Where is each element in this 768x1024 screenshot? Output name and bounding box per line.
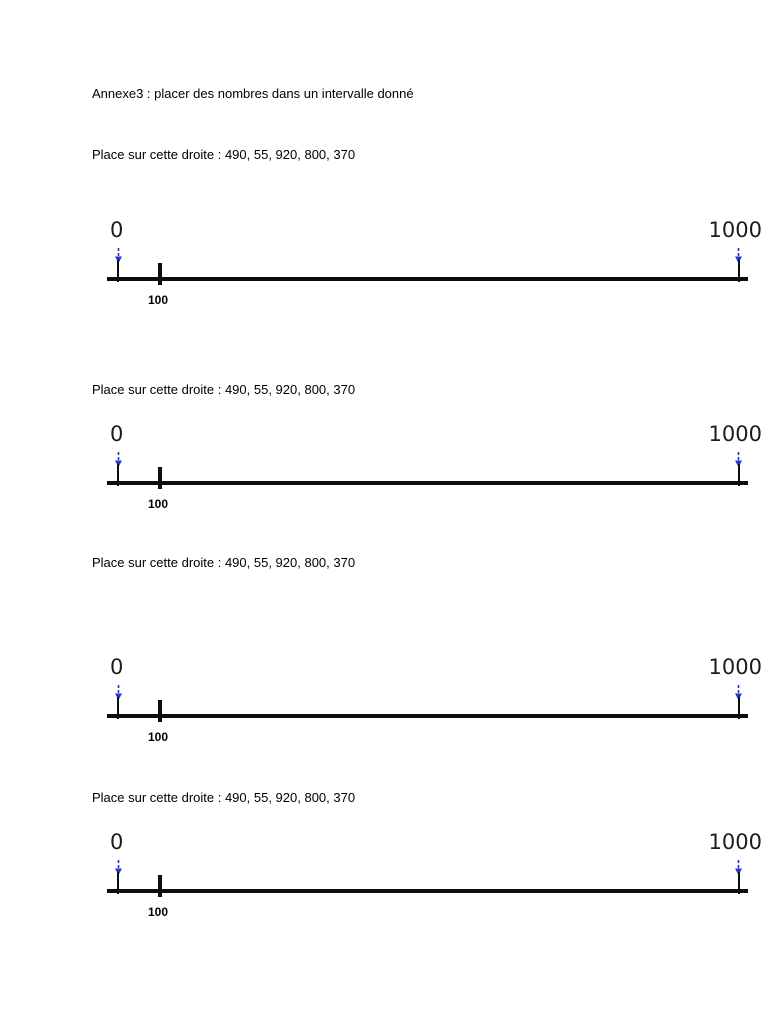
tick-thousand (738, 464, 740, 486)
tick-hundred (158, 700, 162, 722)
tick-zero (117, 697, 119, 719)
line-end-label: 1000 (708, 655, 762, 679)
down-arrow-icon (114, 247, 123, 264)
number-line-bar (107, 481, 748, 485)
tick-hundred (158, 875, 162, 897)
tick-label: 100 (148, 730, 169, 744)
number-line-3: 0 1000 100 (107, 655, 762, 751)
line-start-label: 0 (110, 218, 124, 242)
tick-zero (117, 464, 119, 486)
instruction-text-2: Place sur cette droite : 490, 55, 920, 8… (92, 382, 356, 397)
down-arrow-icon (114, 859, 123, 876)
number-line-2: 0 1000 100 (107, 422, 762, 518)
number-line-1: 0 1000 100 (107, 218, 762, 314)
down-arrow-icon (734, 684, 743, 701)
line-start-label: 0 (110, 655, 124, 679)
number-line-4: 0 1000 100 (107, 830, 762, 926)
tick-hundred (158, 467, 162, 489)
down-arrow-icon (734, 451, 743, 468)
page-title: Annexe3 : placer des nombres dans un int… (92, 86, 414, 101)
down-arrow-icon (734, 247, 743, 264)
number-line-bar (107, 714, 748, 718)
down-arrow-icon (114, 684, 123, 701)
tick-zero (117, 260, 119, 282)
number-line-bar (107, 277, 748, 281)
tick-hundred (158, 263, 162, 285)
tick-thousand (738, 697, 740, 719)
tick-thousand (738, 260, 740, 282)
number-line-bar (107, 889, 748, 893)
down-arrow-icon (734, 859, 743, 876)
tick-zero (117, 872, 119, 894)
line-end-label: 1000 (708, 422, 762, 446)
instruction-text-1: Place sur cette droite : 490, 55, 920, 8… (92, 147, 356, 162)
tick-thousand (738, 872, 740, 894)
tick-label: 100 (148, 293, 169, 307)
line-end-label: 1000 (708, 830, 762, 854)
line-start-label: 0 (110, 422, 124, 446)
instruction-text-4: Place sur cette droite : 490, 55, 920, 8… (92, 790, 356, 805)
line-end-label: 1000 (708, 218, 762, 242)
tick-label: 100 (148, 497, 169, 511)
tick-label: 100 (148, 905, 169, 919)
instruction-text-3: Place sur cette droite : 490, 55, 920, 8… (92, 555, 356, 570)
down-arrow-icon (114, 451, 123, 468)
line-start-label: 0 (110, 830, 124, 854)
